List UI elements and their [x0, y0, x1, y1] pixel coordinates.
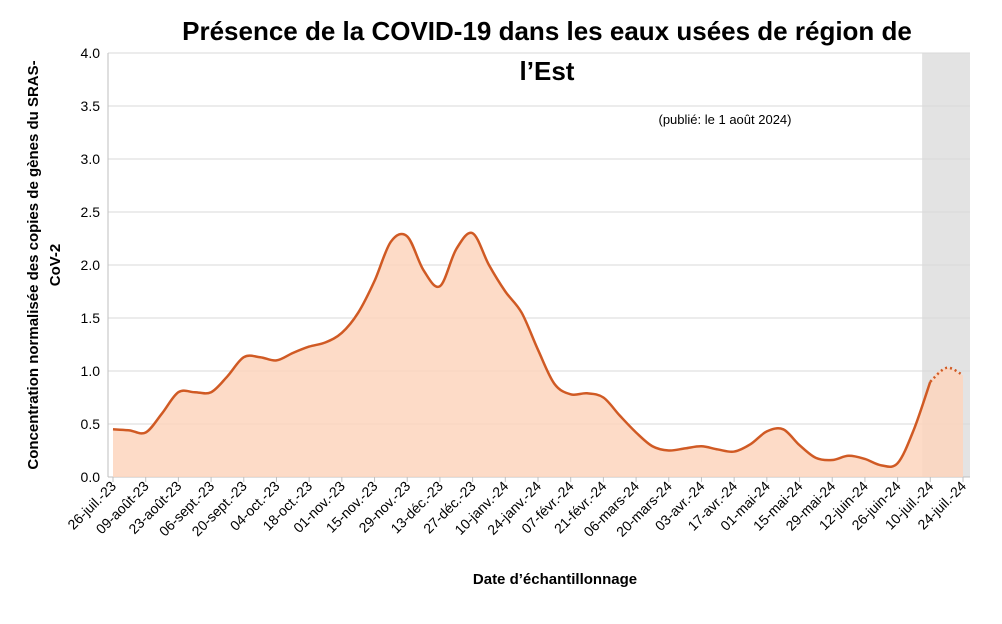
y-axis-title: Concentration normalisée des copies de g…	[25, 60, 42, 469]
y-tick-label: 3.5	[81, 98, 101, 114]
y-tick-label: 4.0	[81, 45, 101, 61]
line	[112, 231, 932, 469]
y-tick-label: 1.5	[81, 310, 101, 326]
provisional-line	[929, 366, 964, 383]
y-tick-label: 3.0	[81, 151, 101, 167]
chart-title: Présence de la COVID-19 dans les eaux us…	[182, 16, 912, 46]
area	[113, 232, 963, 477]
x-axis-title: Date d’échantillonnage	[473, 571, 637, 588]
y-tick-label: 0.0	[81, 469, 101, 485]
chart-subtitle: (publié: le 1 août 2024)	[659, 112, 792, 127]
y-tick-label: 2.5	[81, 204, 101, 220]
y-axis-title: CoV-2	[47, 244, 64, 287]
chart-title: l’Est	[520, 56, 575, 86]
y-tick-label: 0.5	[81, 416, 101, 432]
y-tick-label: 1.0	[81, 363, 101, 379]
y-tick-label: 2.0	[81, 257, 101, 273]
